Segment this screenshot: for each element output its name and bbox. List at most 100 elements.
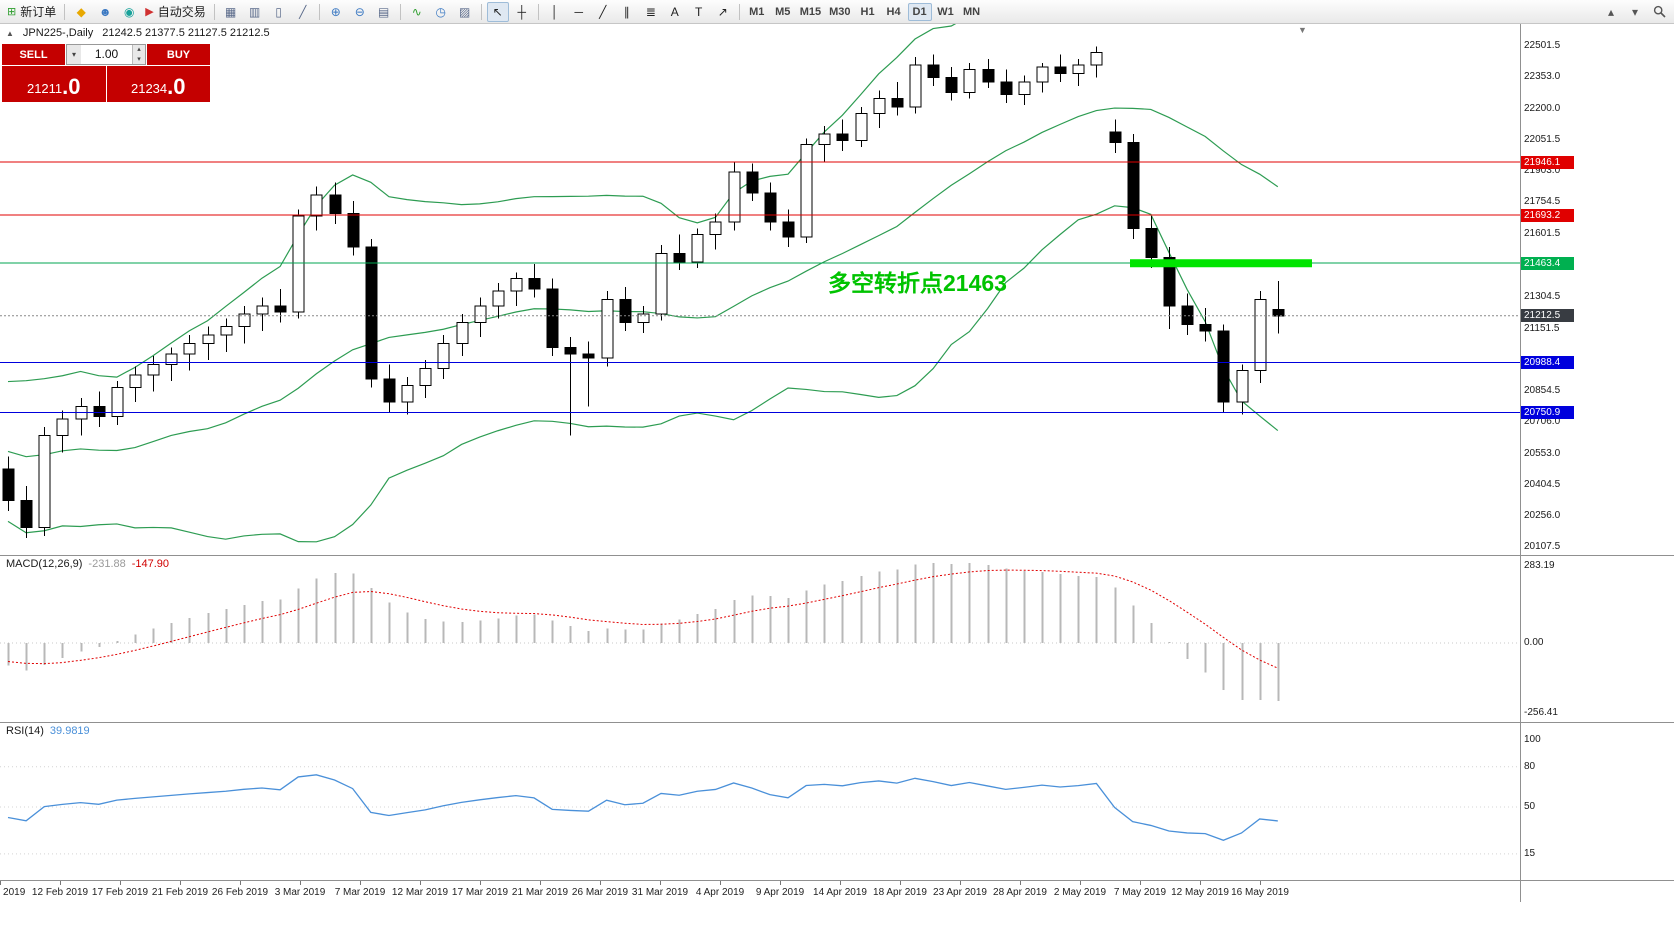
x-axis-label: 26 Feb 2019	[211, 887, 269, 898]
volume-down-icon[interactable]: ▾	[132, 54, 145, 64]
timeframe-mn-button[interactable]: MN	[962, 5, 981, 18]
candlestick-chart-icon[interactable]: ▯	[275, 4, 283, 19]
macd-panel[interactable]: MACD(12,26,9) -231.88 -147.90 283.19 0.00 -2…	[0, 555, 1674, 722]
buy-price-display[interactable]: 21234.0	[106, 66, 210, 102]
chart-shift-marker[interactable]: ▼	[1298, 25, 1307, 35]
timeframe-d1-button[interactable]: D1	[907, 2, 932, 21]
y-axis-label: 21754.5	[1524, 196, 1561, 208]
fibonacci-icon[interactable]: ≣	[645, 4, 656, 19]
profile-icon[interactable]: ☻	[98, 4, 112, 19]
scroll-down-icon[interactable]: ▾	[1631, 4, 1639, 19]
bollinger-band	[7, 107, 1279, 458]
x-axis-tick	[60, 881, 61, 885]
macd-signal-value: -147.90	[131, 558, 170, 570]
volume-dropdown-icon[interactable]: ▾	[67, 45, 81, 64]
crosshair-icon[interactable]: ┼	[517, 4, 526, 19]
new-order-icon: ⊞	[7, 6, 17, 18]
templates-icon[interactable]: ▨	[459, 4, 471, 19]
zoom-out-icon[interactable]: ⊖	[354, 4, 365, 19]
y-axis-label: 20553.0	[1524, 447, 1561, 459]
x-axis-label: 31 Mar 2019	[631, 887, 689, 898]
buy-price-frac: .0	[167, 74, 186, 99]
price-tag: 21463.4	[1521, 256, 1574, 270]
volume-stepper[interactable]: ▾ 1.00 ▴ ▾	[66, 44, 146, 65]
price-tag: 21693.2	[1521, 208, 1574, 222]
timeframe-h4-button[interactable]: H4	[886, 5, 901, 18]
text-label-icon[interactable]: T	[695, 4, 703, 19]
x-axis-label: 17 Mar 2019	[451, 887, 509, 898]
sell-price-main: 21211	[26, 81, 63, 96]
candlestick-chart[interactable]	[0, 24, 1520, 555]
x-axis-tick	[420, 881, 421, 885]
periods-icon[interactable]: ◷	[435, 4, 446, 19]
toolbar-separator	[213, 3, 215, 20]
timeframe-m5-button[interactable]: M5	[775, 5, 791, 18]
search-icon[interactable]	[1648, 2, 1670, 22]
x-axis-tick	[300, 881, 301, 885]
volume-input[interactable]: 1.00	[94, 47, 119, 61]
zoom-in-icon[interactable]: ⊕	[330, 4, 341, 19]
x-axis-label: 3 Mar 2019	[274, 887, 326, 898]
rsi-panel[interactable]: RSI(14) 39.9819 100 80 50 15	[0, 722, 1674, 880]
macd-main-value: -231.88	[88, 558, 126, 570]
indicators-icon[interactable]: ∿	[411, 4, 422, 19]
y-axis-label: 20404.5	[1524, 478, 1561, 490]
price-tag: 21946.1	[1521, 155, 1574, 169]
rsi-axis-label: 50	[1524, 801, 1536, 812]
autotrade-button[interactable]: ▶ 自动交易	[142, 2, 208, 22]
timeframe-m15-button[interactable]: M15	[799, 5, 822, 18]
y-axis-label: 21151.5	[1524, 322, 1560, 334]
sell-price-display[interactable]: 21211.0	[2, 66, 106, 102]
timeframe-m30-button[interactable]: M30	[829, 5, 851, 18]
x-axis-label: 23 Apr 2019	[933, 887, 987, 898]
rsi-title: RSI(14)	[6, 725, 44, 737]
tile-windows-icon[interactable]: ▦	[225, 4, 237, 19]
arrow-tools-icon[interactable]: ↗	[717, 4, 728, 19]
cursor-icon[interactable]: ↖	[486, 1, 509, 22]
x-axis-label: 21 Mar 2019	[511, 887, 569, 898]
x-axis-label: 9 Apr 2019	[755, 887, 805, 898]
x-axis-tick	[180, 881, 181, 885]
buy-button[interactable]: BUY	[147, 44, 210, 65]
x-axis-tick	[720, 881, 721, 885]
autotrade-button-label: 自动交易	[157, 5, 206, 19]
timeframe-w1-button[interactable]: W1	[937, 5, 954, 18]
x-axis-label: 14 Apr 2019	[813, 887, 867, 898]
community-icon[interactable]: ◉	[123, 4, 135, 19]
line-chart-icon[interactable]: ╱	[299, 4, 307, 19]
x-axis-tick	[360, 881, 361, 885]
rsi-axis-label: 80	[1524, 760, 1536, 772]
x-axis-tick	[780, 881, 781, 885]
x-axis-label: 12 Feb 2019	[31, 887, 89, 898]
arrange-windows-icon[interactable]: ▤	[378, 4, 390, 19]
vertical-line-icon[interactable]: │	[550, 4, 559, 19]
trendline-icon[interactable]: ╱	[599, 4, 607, 19]
metaeditor-icon[interactable]: ◆	[76, 4, 86, 19]
sell-button[interactable]: SELL	[2, 44, 65, 65]
x-axis-label: 12 Mar 2019	[391, 887, 449, 898]
timeframe-h1-button[interactable]: H1	[860, 5, 875, 18]
highlight-level-bar[interactable]	[1130, 259, 1312, 268]
price-chart-panel[interactable]: ▲ JPN225-,Daily 21242.5 21377.5 21127.5 …	[0, 24, 1674, 555]
y-axis-label: 22353.0	[1524, 71, 1561, 83]
volume-up-icon[interactable]: ▴	[132, 45, 145, 55]
rsi-value: 39.9819	[49, 725, 90, 737]
new-order-button[interactable]: ⊞ 新订单	[4, 2, 59, 22]
text-icon[interactable]: A	[670, 4, 679, 19]
new-order-button-label: 新订单	[20, 5, 57, 19]
x-axis-tick	[1200, 881, 1201, 885]
timeframe-m1-button[interactable]: M1	[749, 5, 765, 18]
price-tag: 20750.9	[1521, 405, 1574, 419]
toolbar-separator	[64, 3, 66, 20]
horizontal-line-icon[interactable]: ─	[574, 4, 583, 19]
volume-spinner[interactable]: ▴ ▾	[132, 45, 145, 64]
equidistant-channel-icon[interactable]: ∥	[623, 4, 630, 19]
x-axis-tick	[1020, 881, 1021, 885]
x-axis-tick	[540, 881, 541, 885]
toolbar-separator	[537, 3, 539, 20]
scroll-up-icon[interactable]: ▴	[1607, 4, 1615, 19]
macd-axis-label: -256.41	[1524, 706, 1558, 718]
bar-chart-icon[interactable]: ▥	[249, 4, 261, 19]
x-axis-label: 26 Mar 2019	[571, 887, 629, 898]
